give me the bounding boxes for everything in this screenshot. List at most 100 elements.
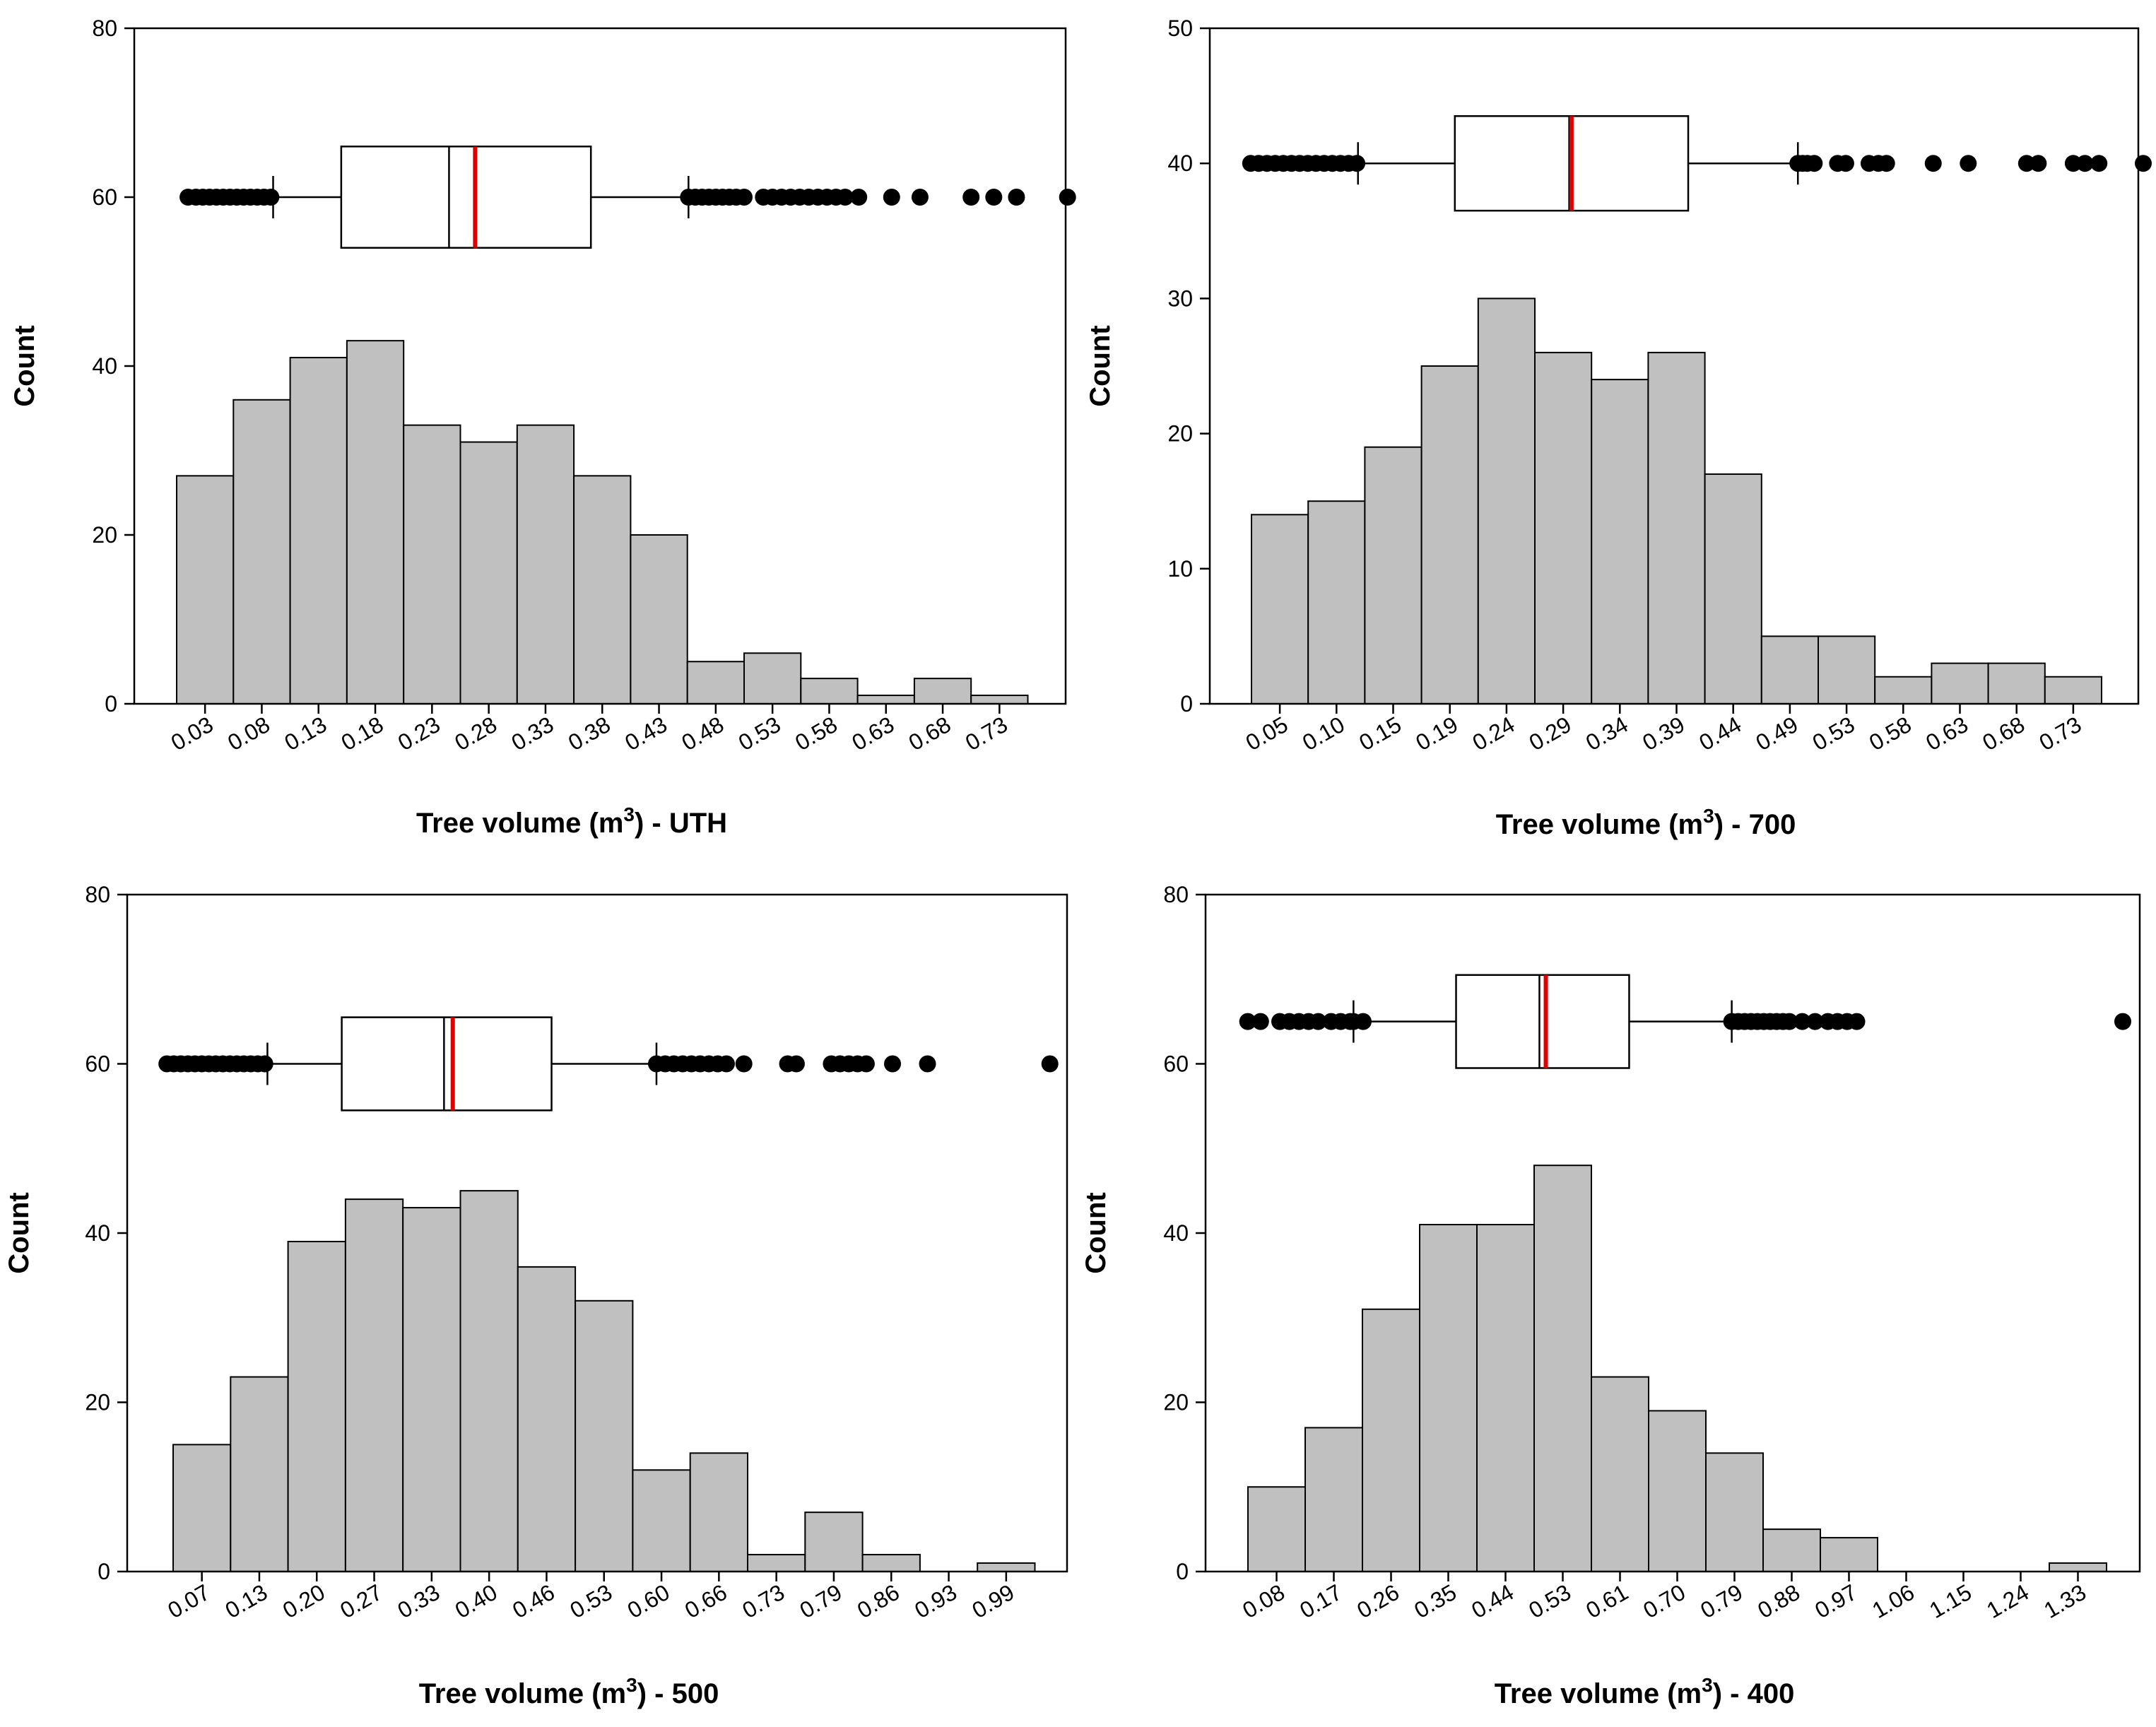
x-tick-label: 0.27 — [336, 1579, 387, 1623]
x-tick-label: 0.28 — [450, 712, 501, 755]
x-tick-label: 0.15 — [1355, 712, 1406, 755]
y-axis-title: Count — [9, 325, 40, 407]
histogram-bar — [1591, 1376, 1649, 1572]
histogram-bar — [686, 661, 746, 705]
boxplot — [158, 1016, 1059, 1112]
boxplot — [1242, 115, 2152, 212]
x-tick-label: 0.93 — [910, 1579, 961, 1623]
x-axis-title-text: Tree volume (m — [1496, 809, 1703, 840]
histogram-bar — [1874, 676, 1933, 705]
x-axis-title-suffix: ) - 400 — [1713, 1678, 1795, 1709]
x-tick-label: 0.46 — [508, 1579, 559, 1623]
x-tick-label: 0.43 — [620, 712, 671, 755]
histogram-bar — [2049, 1562, 2107, 1572]
boxplot-outlier — [1239, 1013, 1256, 1030]
boxplot-outlier — [1041, 1055, 1059, 1073]
histogram-bar — [1818, 635, 1876, 705]
histogram-bar — [856, 695, 915, 705]
histogram-bar — [1820, 1537, 1878, 1573]
y-tick-label: 0 — [105, 691, 117, 717]
boxplot-outlier — [1309, 1013, 1327, 1030]
x-axis-title-superscript: 3 — [1703, 805, 1714, 827]
y-tick-label: 60 — [92, 184, 117, 210]
x-tick-label: 0.13 — [221, 1579, 272, 1623]
histogram-bar — [176, 475, 235, 705]
y-tick-label: 20 — [1163, 1390, 1189, 1415]
boxplot-box — [1455, 974, 1630, 1069]
x-tick-label: 0.26 — [1353, 1579, 1403, 1623]
boxplot-outlier — [1924, 155, 1942, 172]
x-axis-title: Tree volume (m3) - 500 — [419, 1674, 719, 1709]
x-tick-label: 0.08 — [1238, 1579, 1289, 1623]
histogram-bar — [1533, 1165, 1592, 1572]
histogram-bar — [1364, 446, 1422, 705]
x-tick-label: 0.44 — [1467, 1579, 1518, 1623]
x-tick-label: 0.03 — [167, 712, 218, 755]
y-tick-label: 40 — [1163, 1220, 1189, 1246]
histogram-bar — [977, 1562, 1036, 1572]
x-tick-label: 0.68 — [905, 712, 955, 755]
x-tick-label: 0.86 — [853, 1579, 904, 1623]
x-axis-title-suffix: ) - 500 — [637, 1678, 719, 1709]
y-tick-label: 20 — [1167, 421, 1193, 447]
y-tick-label: 40 — [85, 1220, 110, 1246]
x-tick-label: 0.53 — [1524, 1579, 1575, 1623]
histogram-bar — [232, 399, 291, 705]
x-axis-title-suffix: ) - 700 — [1714, 809, 1796, 840]
x-tick-label: 0.53 — [734, 712, 785, 755]
x-tick-label: 1.24 — [1982, 1579, 2033, 1623]
x-tick-label: 0.63 — [1921, 712, 1972, 755]
boxplot-outlier — [256, 1055, 273, 1073]
y-tick-label: 50 — [1167, 16, 1193, 41]
histogram-bar — [573, 475, 632, 705]
y-tick-label: 0 — [1176, 1559, 1189, 1584]
histogram-bar — [516, 424, 575, 705]
boxplot-outlier — [857, 1055, 875, 1073]
x-axis-title-text: Tree volume (m — [1495, 1678, 1702, 1709]
histogram-bar — [459, 1190, 519, 1572]
histogram-bar — [230, 1376, 289, 1572]
y-tick-label: 0 — [98, 1559, 110, 1584]
boxplot-outlier — [717, 1055, 735, 1073]
x-tick-label: 0.34 — [1581, 712, 1632, 755]
x-tick-label: 0.99 — [967, 1579, 1018, 1623]
x-tick-label: 0.17 — [1295, 1579, 1346, 1623]
x-axis-title: Tree volume (m3) - 700 — [1496, 805, 1796, 840]
y-tick-label: 60 — [1163, 1051, 1189, 1077]
boxplot-box — [340, 146, 592, 249]
histogram-bar — [575, 1299, 634, 1573]
boxplot-outlier — [1806, 1013, 1824, 1030]
histogram-bar — [2044, 676, 2103, 705]
boxplot-outlier — [836, 189, 854, 206]
boxplot-outlier — [1793, 1013, 1811, 1030]
histogram-bar — [1251, 514, 1309, 705]
chart-panel-1: 0 20 40 60 80 0.03 0.08 0.13 0.18 0.23 0.28 0.33 0.3… — [9, 16, 1076, 839]
boxplot-outlier — [1348, 155, 1366, 172]
boxplot-outlier — [736, 189, 753, 206]
histogram-bar — [747, 1554, 806, 1573]
boxplot-outlier — [1059, 189, 1076, 206]
x-tick-label: 0.70 — [1639, 1579, 1690, 1623]
plot-frame — [1208, 27, 2140, 705]
x-axis-title-superscript: 3 — [626, 1674, 637, 1696]
boxplot-outlier — [1848, 1013, 1866, 1030]
boxplot-outlier — [985, 189, 1003, 206]
histogram-bar — [861, 1554, 921, 1573]
histogram-bar — [1704, 473, 1762, 705]
histogram-bar — [1419, 1224, 1478, 1573]
x-tick-label: 0.10 — [1298, 712, 1349, 755]
x-tick-label: 0.35 — [1410, 1579, 1461, 1623]
y-tick-label: 30 — [1167, 285, 1193, 311]
x-tick-label: 0.20 — [278, 1579, 329, 1623]
x-axis-title: Tree volume (m3) - UTH — [416, 803, 727, 839]
boxplot-outlier — [262, 189, 280, 206]
x-tick-label: 0.49 — [1751, 712, 1802, 755]
histogram-bar — [689, 1452, 749, 1573]
boxplot-outlier — [884, 1055, 902, 1073]
histogram-bar — [517, 1266, 577, 1573]
x-tick-label: 0.58 — [791, 712, 842, 755]
x-tick-label: 0.39 — [1638, 712, 1689, 755]
histogram-bar — [1648, 1410, 1707, 1572]
boxplot-outlier — [962, 189, 980, 206]
y-tick-label: 80 — [1163, 882, 1189, 907]
